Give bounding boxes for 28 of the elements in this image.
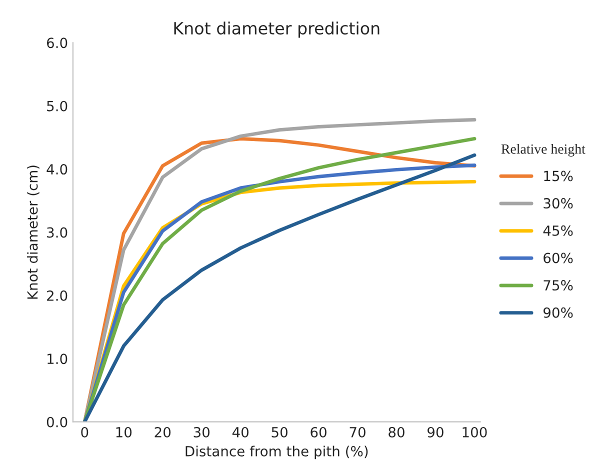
y-tick-label: 0.0	[46, 416, 68, 428]
y-tick-label: 5.0	[47, 100, 68, 112]
x-tick-label: 20	[154, 426, 171, 438]
x-tick-label: 40	[232, 426, 248, 438]
y-tick-label: 4.0	[46, 164, 68, 175]
legend-label: 30%	[544, 198, 573, 209]
x-tick-label: 70	[350, 426, 366, 438]
x-tick-label: 100	[462, 426, 487, 438]
x-axis-title: Distance from the pith (%)	[186, 446, 368, 460]
legend-label: 90%	[544, 307, 573, 318]
legend-label: 60%	[544, 252, 573, 264]
y-tick-label: 2.0	[47, 290, 68, 301]
x-tick-label: 90	[428, 426, 444, 438]
legend-title: Relative height	[501, 144, 586, 157]
chart-title: Knot diameter prediction	[174, 22, 380, 38]
y-axis-title: Knot diameter (cm)	[27, 166, 40, 299]
legend-label: 75%	[544, 280, 573, 291]
x-tick-label: 30	[194, 426, 210, 438]
x-tick-label: 0	[81, 426, 88, 438]
legend-label: 45%	[543, 225, 573, 236]
x-tick-label: 50	[272, 426, 288, 438]
legend-label: 15%	[544, 170, 573, 182]
y-tick-label: 3.0	[47, 227, 68, 238]
x-tick-label: 60	[310, 426, 326, 438]
y-tick-label: 6.0	[46, 38, 68, 48]
x-tick-label: 10	[116, 426, 132, 438]
y-tick-label: 1.0	[48, 354, 68, 364]
x-tick-label: 80	[388, 426, 404, 438]
